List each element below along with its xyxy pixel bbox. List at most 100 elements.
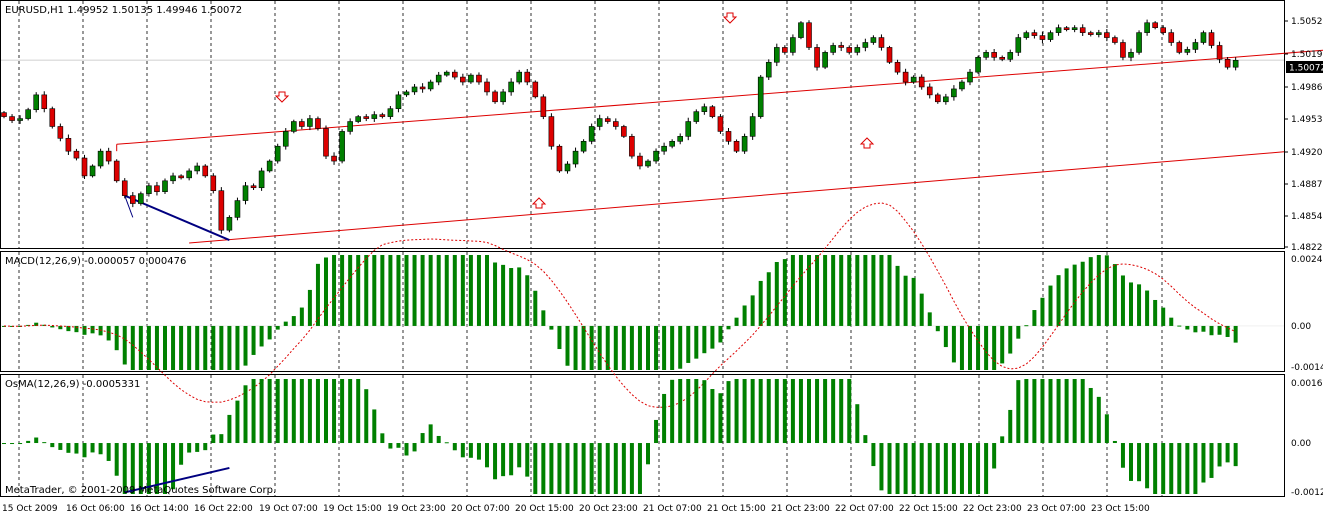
macd-bar (452, 255, 457, 326)
x-tick: 23 Oct 07:00 (1027, 504, 1086, 514)
macd-bar (420, 255, 425, 326)
macd-bar (1145, 290, 1150, 326)
macd-bar (533, 290, 538, 326)
macd-bar (1024, 325, 1029, 327)
macd-bar (863, 255, 868, 326)
bull-candle (1015, 37, 1022, 53)
macd-bar (98, 325, 103, 336)
macd-bar (565, 325, 570, 366)
main-price-panel[interactable] (0, 0, 1285, 249)
bear-candle (846, 47, 853, 53)
macd-bar (1233, 325, 1238, 343)
macd-bar (1056, 275, 1061, 326)
osma-bar (943, 443, 948, 494)
bear-candle (202, 165, 209, 177)
bear-candle (218, 190, 225, 231)
bull-candle (242, 185, 249, 201)
macd-bar (138, 325, 143, 370)
osma-bar (1032, 379, 1037, 444)
macd-bar (847, 255, 852, 326)
bull-candle (669, 140, 675, 147)
macd-bar (436, 255, 441, 326)
macd-bar (1193, 325, 1198, 333)
osma-bar (1153, 443, 1158, 494)
osma-bar (1129, 443, 1133, 481)
bear-candle (1224, 58, 1231, 68)
osma-bar (163, 443, 167, 494)
divergence-line-osma (124, 466, 230, 494)
macd-bar (396, 255, 401, 326)
osma-bar (815, 379, 820, 444)
osma-bar (243, 385, 248, 444)
osma-bar (935, 443, 940, 494)
macd-bar (1177, 325, 1182, 327)
bull-candle (572, 150, 579, 165)
macd-bar (203, 325, 208, 370)
osma-bar (605, 443, 610, 494)
bull-candle (516, 71, 523, 83)
osma-bar (533, 443, 538, 494)
macd-bar (629, 325, 634, 370)
macd-bar (267, 325, 272, 340)
macd-bar (380, 255, 385, 326)
osma-bar (98, 443, 103, 455)
macd-bar (573, 325, 578, 370)
osma-bar (18, 443, 23, 445)
osma-bar (26, 440, 31, 444)
bear-candle (178, 175, 184, 179)
macd-bar (404, 255, 409, 326)
macd-bar (485, 255, 489, 326)
macd-bar (927, 312, 932, 326)
osma-bar (259, 379, 264, 444)
bear-candle (492, 91, 498, 103)
macd-bar (855, 255, 860, 326)
macd-bar (1225, 325, 1230, 337)
macd-bar (1153, 299, 1158, 326)
osma-bar (122, 443, 127, 494)
bear-candle (299, 121, 305, 127)
osma-bar (1056, 379, 1061, 444)
osma-bar (275, 379, 280, 444)
osma-bar (307, 379, 312, 444)
bull-candle (580, 140, 587, 152)
macd-bar (122, 325, 127, 365)
macd-bar (1096, 255, 1101, 326)
bull-candle (975, 57, 981, 73)
osma-bar (1088, 387, 1093, 444)
macd-bar (1016, 325, 1021, 339)
macd-bar (605, 325, 610, 370)
osma-bar (187, 443, 192, 453)
macd-bar (501, 264, 506, 326)
osma-bar (58, 443, 63, 450)
bull-candle (226, 217, 233, 231)
divergence-tick (124, 195, 134, 218)
osma-bar (646, 443, 650, 465)
bull-candle (427, 81, 434, 90)
bear-candle (379, 114, 386, 117)
bear-candle (1160, 27, 1166, 33)
bull-candle (1184, 49, 1191, 53)
osma-bar (734, 379, 739, 444)
y-tick: 1.49860 (1291, 83, 1323, 93)
macd-bar (493, 262, 498, 326)
x-tick: 19 Oct 07:00 (259, 504, 318, 514)
bull-candle (1128, 52, 1134, 58)
osma-bar (1112, 440, 1117, 444)
macd-bar (340, 255, 345, 326)
macd-bar (444, 255, 449, 326)
x-tick: 15 Oct 2009 (2, 504, 58, 514)
price-tag: 1.50072 (1289, 64, 1323, 74)
bear-candle (934, 94, 941, 103)
macd-label: MACD(12,26,9) -0.000057 0.000476 (5, 256, 186, 267)
osma-bar (283, 379, 288, 444)
osma-bar (968, 443, 972, 494)
osma-bar (871, 443, 876, 467)
bear-candle (548, 116, 555, 147)
fractal-up-arrow (859, 137, 875, 149)
macd-bar (1217, 325, 1222, 335)
macd-bar (34, 322, 39, 326)
bull-candle (355, 116, 362, 122)
bull-candle (33, 94, 40, 110)
bull-candle (347, 121, 353, 132)
